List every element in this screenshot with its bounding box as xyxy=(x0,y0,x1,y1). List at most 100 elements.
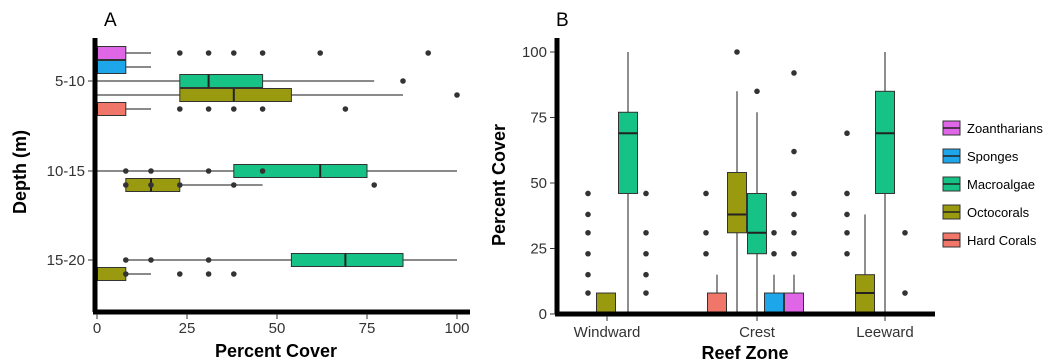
panel-b-crest-sponges-outlier-0 xyxy=(771,250,777,257)
panel-a-10-15-octocorals-outlier-4 xyxy=(371,182,378,188)
panel-a-15-20-macroalgae-outlier-1 xyxy=(148,257,154,263)
panel-a-5-10-zoantharians-outlier-5 xyxy=(425,50,432,56)
panel-a-15-20-octocorals-outlier-3 xyxy=(231,271,237,277)
panel-a-15-20-macroalgae-outlier-2 xyxy=(205,257,212,263)
panel-a-5-10-zoantharians-outlier-0 xyxy=(177,50,183,56)
panel-a-y-axis-title: Depth (m) xyxy=(10,130,30,214)
panel-a-5-10-octocorals-box xyxy=(179,88,292,102)
panel-b-leeward-octocorals-outlier-1 xyxy=(844,229,850,236)
panel-b-y-tick-label-2: 50 xyxy=(530,175,547,192)
panel-b-crest-zoantharians-outlier-5 xyxy=(791,70,797,76)
panel-b-crest-hard-corals-outlier-1 xyxy=(703,229,709,236)
panel-b-x-tick-label-0: Windward xyxy=(574,324,641,341)
panel-a-x-ticks: 0 25 50 75 100 xyxy=(93,314,470,337)
panel-a-15-20-octocorals-outlier-0 xyxy=(123,271,129,277)
panel-b-windward-macroalgae-outlier-3 xyxy=(643,229,649,236)
panel-a-10-15-macroalgae-outlier-2 xyxy=(205,168,212,174)
panel-a-5-10-zoantharians-outlier-2 xyxy=(231,50,237,56)
panel-a-y-tick-label-2: 15-20 xyxy=(47,252,85,269)
legend: Zoantharians Sponges Macroalgae Octocorals H… xyxy=(942,120,1043,248)
legend-hard-corals-label: Hard Corals xyxy=(967,233,1037,248)
panel-b-crest-hard-corals-outlier-2 xyxy=(703,190,709,197)
panel-a-5-10-hard-corals-box xyxy=(96,102,127,116)
panel-b-crest-octocorals-outlier-0 xyxy=(734,49,740,55)
panel-b-crest-hard-corals-box xyxy=(707,292,727,315)
panel-b-y-tick-label-4: 100 xyxy=(522,44,547,61)
panel-b-leeward-octocorals-outlier-0 xyxy=(844,250,850,257)
panel-b-y-ticks: 0 25 50 75 100 xyxy=(522,44,555,323)
panel-b-windward-octocorals-outlier-2 xyxy=(585,250,591,257)
legend-macroalgae-label: Macroalgae xyxy=(967,177,1035,192)
panel-b-crest-zoantharians-outlier-3 xyxy=(791,190,797,197)
panel-b-leeward-octocorals-box xyxy=(855,274,875,315)
panel-b-crest-sponges-box xyxy=(764,292,784,315)
panel-a-5-10-hard-corals-outlier-4 xyxy=(342,106,349,112)
panel-b-windward-octocorals-outlier-4 xyxy=(585,211,591,218)
panel-b-crest-macroalgae-box xyxy=(747,192,767,255)
panel-a-y-tick-label-0: 5-10 xyxy=(55,73,85,90)
panel-a-5-10-zoantharians-outlier-1 xyxy=(205,50,212,56)
panel-b-leeward-octocorals-outlier-3 xyxy=(844,190,850,197)
panel-a-10-15-octocorals-outlier-1 xyxy=(148,182,154,188)
panel-a-15-20-macroalgae-outlier-0 xyxy=(123,257,129,263)
panel-b-crest-zoantharians-outlier-1 xyxy=(791,229,797,236)
panel-b-x-ticks: Windward Crest Leeward xyxy=(574,316,914,341)
panel-a-10-15-macroalgae-outlier-1 xyxy=(148,168,154,174)
panel-b-crest-sponges-outlier-1 xyxy=(771,229,777,236)
panel-a-5-10-hard-corals-outlier-1 xyxy=(205,106,212,112)
panel-a-15-20-octocorals-box xyxy=(96,267,127,281)
panel-b-leeward-macroalgae-box xyxy=(875,90,895,194)
panel-a-5-10-hard-corals-outlier-3 xyxy=(259,106,266,112)
panel-b-windward-macroalgae-outlier-1 xyxy=(643,271,649,278)
panel-b-crest-zoantharians-outlier-0 xyxy=(791,250,797,257)
panel-a-10-15-octocorals-outlier-2 xyxy=(177,182,183,188)
panel-b-y-tick-label-3: 75 xyxy=(530,110,547,127)
panel-b-y-axis-title: Percent Cover xyxy=(489,124,509,246)
panel-b-windward-octocorals-outlier-0 xyxy=(585,290,591,296)
panel-a-x-tick-label-3: 75 xyxy=(359,320,376,337)
panel-a-5-10-zoantharians-box xyxy=(96,46,127,60)
panel-a-5-10-sponges-box xyxy=(96,60,127,74)
panel-a-x-axis-title: Percent Cover xyxy=(215,341,337,361)
panel-a-10-15-macroalgae-box xyxy=(233,164,368,178)
panel-b-leeward-octocorals-outlier-4 xyxy=(844,130,850,137)
panel-a-5-10-macroalgae-outlier-0 xyxy=(400,78,406,84)
panel-b-y-tick-label-0: 0 xyxy=(539,306,547,323)
panel-a-5-10-octocorals-outlier-0 xyxy=(454,92,460,98)
panel-a-label: A xyxy=(104,10,117,31)
panel-b: B Windward Crest Leeward 0 25 50 75 100 Reef Z… xyxy=(489,10,935,363)
panel-a-10-15-macroalgae-outlier-3 xyxy=(259,168,266,174)
panel-b-crest-zoantharians-outlier-4 xyxy=(791,148,797,155)
panel-a-y-ticks: 5-10 10-15 15-20 xyxy=(47,73,93,269)
panel-a-5-10-zoantharians-outlier-3 xyxy=(259,50,266,56)
panel-b-leeward-macroalgae-outlier-1 xyxy=(902,229,908,236)
panel-a-x-tick-label-1: 25 xyxy=(179,320,196,337)
panel-b-crest-hard-corals-outlier-0 xyxy=(703,250,709,257)
panel-b-windward-octocorals-outlier-3 xyxy=(585,229,591,236)
panel-b-windward-octocorals-box xyxy=(596,292,616,315)
panel-b-windward-octocorals-outlier-1 xyxy=(585,271,591,278)
panel-a-15-20-octocorals-outlier-1 xyxy=(177,271,183,277)
panel-b-windward-macroalgae-outlier-2 xyxy=(643,250,649,257)
panel-b-x-tick-label-2: Leeward xyxy=(856,324,914,341)
panel-a-x-tick-label-4: 100 xyxy=(444,320,469,337)
panel-a-5-10-hard-corals-outlier-2 xyxy=(231,106,237,112)
panel-a-5-10-zoantharians-outlier-4 xyxy=(317,50,324,56)
panel-b-windward-octocorals-outlier-5 xyxy=(585,190,591,197)
panel-a-10-15-octocorals-outlier-3 xyxy=(231,182,237,188)
panel-b-x-axis-title: Reef Zone xyxy=(701,343,788,363)
panel-b-crest-zoantharians-box xyxy=(784,292,804,315)
panel-b-leeward-octocorals-outlier-2 xyxy=(844,211,850,218)
panel-b-marks xyxy=(585,49,908,315)
panel-b-windward-macroalgae-box xyxy=(618,111,638,194)
panel-a: A 0 25 50 75 100 5-10 10-15 15-20 Percent Cove… xyxy=(10,10,470,361)
panel-b-crest-macroalgae-outlier-0 xyxy=(754,88,760,95)
panel-b-windward-macroalgae-outlier-0 xyxy=(643,290,649,296)
panel-a-y-tick-label-1: 10-15 xyxy=(47,163,85,180)
panel-a-10-15-octocorals-outlier-0 xyxy=(123,182,129,188)
panel-a-x-tick-label-2: 50 xyxy=(269,320,286,337)
legend-sponges-label: Sponges xyxy=(967,149,1019,164)
panel-a-10-15-macroalgae-outlier-0 xyxy=(123,168,129,174)
panel-b-label: B xyxy=(556,10,569,31)
